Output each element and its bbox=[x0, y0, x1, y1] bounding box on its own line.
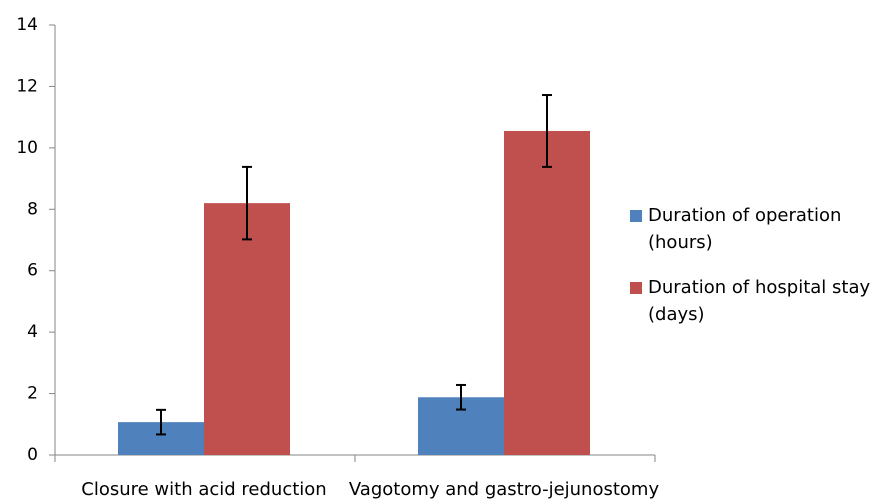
legend-entry: Duration of operation (hours) bbox=[630, 202, 880, 256]
error-bar bbox=[542, 94, 552, 168]
y-tick-label: 14 bbox=[16, 15, 38, 35]
bar bbox=[204, 203, 290, 455]
legend-label: Duration of hospital stay (days) bbox=[648, 277, 871, 325]
legend-label: Duration of operation (hours) bbox=[648, 205, 842, 253]
error-bar bbox=[156, 408, 166, 436]
legend-entry: Duration of hospital stay (days) bbox=[630, 274, 880, 328]
x-tick-label: Closure with acid reduction bbox=[81, 479, 326, 500]
error-bar bbox=[456, 383, 466, 411]
y-tick-label: 6 bbox=[27, 261, 38, 281]
bar bbox=[504, 130, 590, 455]
legend-swatch bbox=[630, 210, 642, 222]
y-tick-label: 2 bbox=[27, 384, 38, 404]
x-tick-label: Vagotomy and gastro-jejunostomy bbox=[349, 479, 660, 500]
y-tick-label: 0 bbox=[27, 445, 38, 465]
y-tick-label: 8 bbox=[27, 199, 38, 219]
y-tick-label: 10 bbox=[16, 138, 38, 158]
y-tick-label: 12 bbox=[16, 76, 38, 96]
y-tick-label: 4 bbox=[27, 322, 38, 342]
legend-swatch bbox=[630, 282, 642, 294]
error-bar bbox=[242, 165, 252, 241]
